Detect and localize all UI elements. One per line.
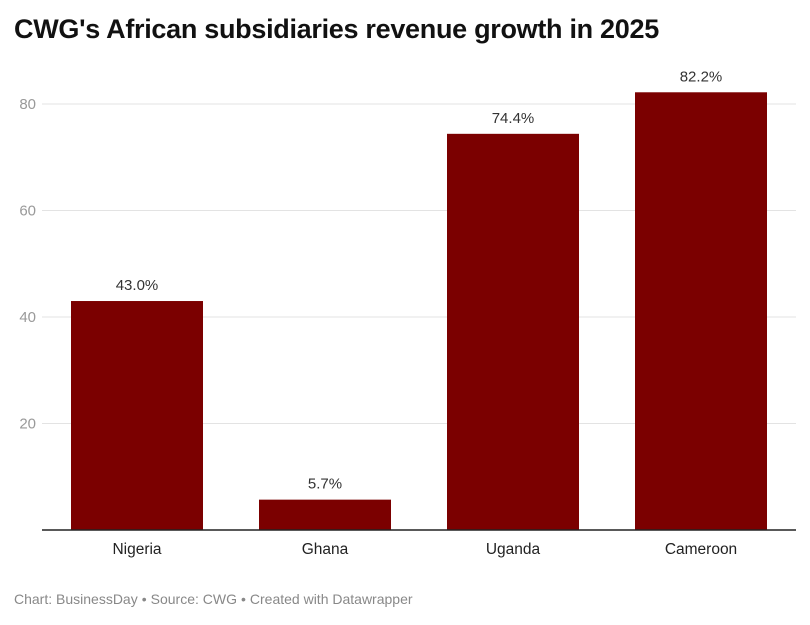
bar-nigeria — [71, 301, 203, 530]
bars — [71, 92, 767, 530]
x-tick-label: Nigeria — [112, 541, 161, 558]
y-tick-label: 80 — [19, 96, 36, 113]
chart-footer: Chart: BusinessDay • Source: CWG • Created w… — [14, 591, 413, 607]
footer-separator: • — [141, 591, 147, 607]
bar-cameroon — [635, 92, 767, 530]
y-tick-label: 20 — [19, 416, 36, 433]
data-label: 5.7% — [308, 476, 342, 493]
footer-separator: • — [240, 591, 246, 607]
source-credit: Source: CWG — [150, 591, 237, 607]
x-tick-label: Ghana — [302, 541, 349, 558]
bar-uganda — [447, 133, 579, 530]
data-labels: 43.0% 5.7% 74.4% 82.2% — [116, 68, 723, 492]
data-label: 43.0% — [116, 277, 159, 294]
x-axis-ticks: Nigeria Ghana Uganda Cameroon — [112, 541, 737, 558]
data-label: 74.4% — [492, 110, 535, 127]
chart-title: CWG's African subsidiaries revenue growt… — [14, 14, 659, 44]
y-axis-ticks: 20 40 60 80 — [19, 96, 36, 433]
x-tick-label: Cameroon — [665, 541, 737, 558]
x-tick-label: Uganda — [486, 541, 541, 558]
tool-credit: Created with Datawrapper — [249, 591, 413, 607]
chart-credit: Chart: BusinessDay — [14, 591, 138, 607]
y-tick-label: 40 — [19, 309, 36, 326]
y-tick-label: 60 — [19, 203, 36, 220]
bar-ghana — [259, 499, 391, 530]
data-label: 82.2% — [680, 68, 723, 85]
